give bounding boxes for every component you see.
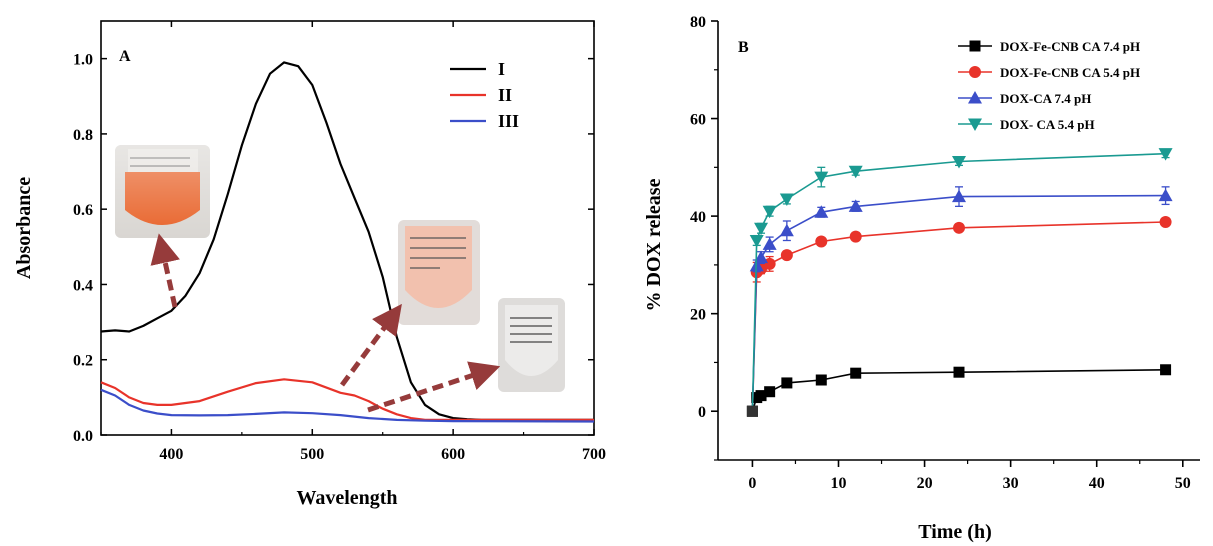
y-axis-a: 0.0 0.2 0.4 0.6 0.8 1.0 <box>73 52 594 445</box>
data-point <box>1159 215 1172 228</box>
data-point <box>779 223 794 237</box>
y-tick-label-b: 80 <box>690 14 706 31</box>
data-point <box>762 237 777 250</box>
data-point <box>953 366 965 378</box>
series-dox--ca-5.4-ph <box>746 148 1173 417</box>
arrow-to-pink <box>339 303 402 387</box>
legend-label-b: DOX-CA 7.4 pH <box>1000 91 1091 106</box>
y-tick-label-b: 40 <box>690 209 706 226</box>
panel-label-a: A <box>119 48 131 65</box>
x-tick-label-b: 10 <box>831 475 847 492</box>
arrow-to-clear <box>367 361 501 413</box>
release-series-b <box>746 148 1173 417</box>
legend-marker-b <box>968 118 982 131</box>
data-point <box>1158 148 1173 161</box>
panel-label-b: B <box>738 39 749 56</box>
legend-label-a: II <box>498 85 512 105</box>
x-tick-label-b: 30 <box>1003 475 1019 492</box>
x-axis-label-a: Wavelength <box>296 487 397 509</box>
y-axis-b: 0 20 40 60 80 <box>690 14 718 461</box>
y-tick-label-a: 0.0 <box>73 428 93 445</box>
y-tick-label-a: 0.2 <box>73 353 93 370</box>
x-tick-label-b: 50 <box>1175 475 1191 492</box>
y-axis-label-a: Absorbance <box>13 177 35 279</box>
data-point <box>781 377 793 389</box>
data-point <box>848 165 863 179</box>
data-point <box>754 222 769 236</box>
chart-panel-a: 0.0 0.2 0.4 0.6 0.8 1.0 400 500 600 700 <box>13 20 606 509</box>
data-point <box>755 390 767 402</box>
data-point <box>754 250 769 264</box>
inset-tube-clear <box>498 298 565 392</box>
data-point <box>848 199 863 212</box>
data-point <box>952 189 966 203</box>
legend-label-b: DOX-Fe-CNB CA 5.4 pH <box>1000 65 1140 80</box>
legend-label-b: DOX- CA 5.4 pH <box>1000 117 1095 132</box>
legend-marker-b <box>969 40 981 52</box>
x-tick-label-a: 400 <box>159 446 183 463</box>
x-tick-label-a: 700 <box>582 446 606 463</box>
legend-label-a: III <box>498 111 519 131</box>
legend-b: DOX-Fe-CNB CA 7.4 pH DOX-Fe-CNB CA 5.4 pH… <box>958 39 1140 132</box>
y-tick-label-a: 0.8 <box>73 127 93 144</box>
chart-panel-b: 0 20 40 60 80 0 10 20 30 40 50 B DOX-Fe-CNB CA 7.… <box>643 14 1200 543</box>
spectra-a <box>100 61 595 423</box>
data-point <box>762 205 777 219</box>
data-point <box>953 221 965 234</box>
x-axis-a: 400 500 600 700 <box>100 21 606 463</box>
data-point <box>780 249 793 262</box>
x-tick-label-b: 20 <box>917 475 933 492</box>
data-point <box>850 367 862 379</box>
data-point <box>779 193 794 207</box>
x-axis-label-b: Time (h) <box>918 521 992 543</box>
legend-label-a: I <box>498 59 505 79</box>
data-point <box>814 205 829 218</box>
data-point <box>746 405 758 417</box>
legend-label-b: DOX-Fe-CNB CA 7.4 pH <box>1000 39 1140 54</box>
y-axis-label-b: % DOX release <box>643 178 665 311</box>
y-tick-label-b: 0 <box>698 404 706 421</box>
legend-marker-b <box>968 91 982 104</box>
y-tick-label-b: 20 <box>690 307 706 324</box>
inset-arrows <box>150 233 501 413</box>
series-line-I <box>100 61 594 421</box>
y-tick-label-b: 60 <box>690 112 706 129</box>
series-dox-fe-cnb-ca-7.4-ph <box>746 364 1172 417</box>
series-line <box>751 221 1166 412</box>
x-tick-label-a: 600 <box>441 446 465 463</box>
data-point <box>952 155 966 169</box>
x-tick-label-a: 500 <box>300 446 324 463</box>
x-axis-b: 0 10 20 30 40 50 <box>748 460 1191 492</box>
inset-tube-orange <box>115 145 210 238</box>
data-point <box>815 235 828 248</box>
data-point <box>814 171 829 185</box>
series-dox-fe-cnb-ca-5.4-ph <box>746 215 1172 417</box>
data-point <box>749 235 764 248</box>
data-point <box>849 230 862 243</box>
y-tick-label-a: 0.4 <box>73 277 93 294</box>
series-dox-ca-7.4-ph <box>746 186 1173 417</box>
data-point <box>764 386 776 398</box>
arrow-to-orange <box>150 233 180 308</box>
y-tick-label-a: 0.6 <box>73 202 93 219</box>
legend-marker-b <box>969 66 981 78</box>
data-point <box>1158 188 1173 202</box>
series-line-III <box>100 388 595 423</box>
series-line-II <box>100 378 594 421</box>
y-tick-label-a: 1.0 <box>73 52 93 69</box>
inset-tube-pink <box>398 220 480 325</box>
data-point <box>1160 364 1172 376</box>
x-tick-label-b: 0 <box>748 475 756 492</box>
x-tick-label-b: 40 <box>1089 475 1105 492</box>
data-point <box>815 374 827 386</box>
